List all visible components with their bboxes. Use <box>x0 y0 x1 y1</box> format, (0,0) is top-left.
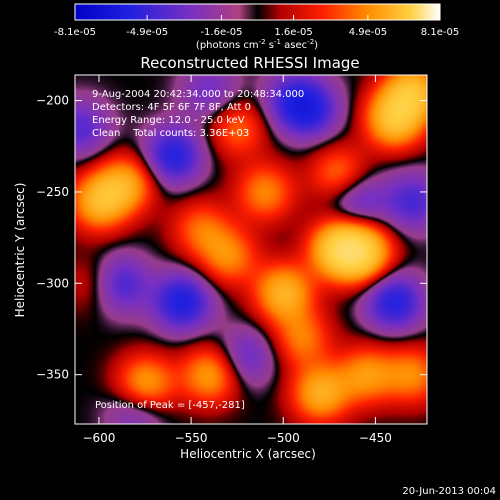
colorbar-units-mid2: asec <box>281 40 307 51</box>
y-tick-label: −350 <box>36 368 69 382</box>
colorbar-tick-label: -8.1e-05 <box>54 27 96 38</box>
x-tick-label: −500 <box>267 431 300 445</box>
colorbar-tick-label: 1.6e-05 <box>274 27 312 38</box>
colorbar-units-mid: s <box>266 40 274 51</box>
info-clean-counts: Clean Total counts: 3.36E+03 <box>92 128 249 139</box>
x-tick-label: −450 <box>359 431 392 445</box>
colorbar-units-exp3: -2 <box>307 38 314 46</box>
y-tick-label: −250 <box>36 185 69 199</box>
x-axis: −600 −550 −500 −450 <box>82 75 392 445</box>
chart-title: Reconstructed RHESSI Image <box>140 54 359 72</box>
colorbar-tick-label: -1.6e-05 <box>200 27 242 38</box>
colorbar-tick-label: 4.9e-05 <box>349 27 387 38</box>
colorbar-units: (photons cm-2 s-1 asec-2) <box>196 38 318 51</box>
y-axis: −200 −250 −300 −350 <box>36 94 427 382</box>
colorbar-gradient <box>74 3 441 21</box>
colorbar-ticks: -8.1e-05 -4.9e-05 -1.6e-05 1.6e-05 4.9e-05 8.… <box>54 15 459 38</box>
y-axis-label: Heliocentric Y (arcsec) <box>13 183 27 318</box>
y-tick-label: −200 <box>36 94 69 108</box>
colorbar-units-suffix: ) <box>314 40 318 51</box>
info-energy-range: Energy Range: 12.0 - 25.0 keV <box>92 115 245 126</box>
colorbar-tick-label: -4.9e-05 <box>126 27 168 38</box>
colorbar-units-exp2: -1 <box>274 38 281 46</box>
info-detectors: Detectors: 4F 5F 6F 7F 8F, Att 0 <box>92 102 251 113</box>
colorbar-units-prefix: (photons cm <box>196 40 259 51</box>
heatmap-image <box>75 75 427 424</box>
x-tick-label: −600 <box>82 431 115 445</box>
x-axis-label: Heliocentric X (arcsec) <box>180 447 316 461</box>
colorbar-tick-label: 8.1e-05 <box>421 27 459 38</box>
y-tick-label: −300 <box>36 276 69 290</box>
plot-frame <box>74 74 428 425</box>
footer-date: 20-Jun-2013 00:04 <box>402 486 496 497</box>
peak-position-label: Position of Peak = [-457,-281] <box>95 400 245 411</box>
plot-area: −600 −550 −500 −450 −200 −250 −300 −350 9-Aug-… <box>36 74 428 445</box>
x-tick-label: −550 <box>175 431 208 445</box>
observation-info: 9-Aug-2004 20:42:34.000 to 20:48:34.000 … <box>92 89 304 139</box>
info-time-range: 9-Aug-2004 20:42:34.000 to 20:48:34.000 <box>92 89 304 100</box>
colorbar: -8.1e-05 -4.9e-05 -1.6e-05 1.6e-05 4.9e-05 8.… <box>54 3 459 51</box>
colorbar-units-exp1: -2 <box>259 38 266 46</box>
